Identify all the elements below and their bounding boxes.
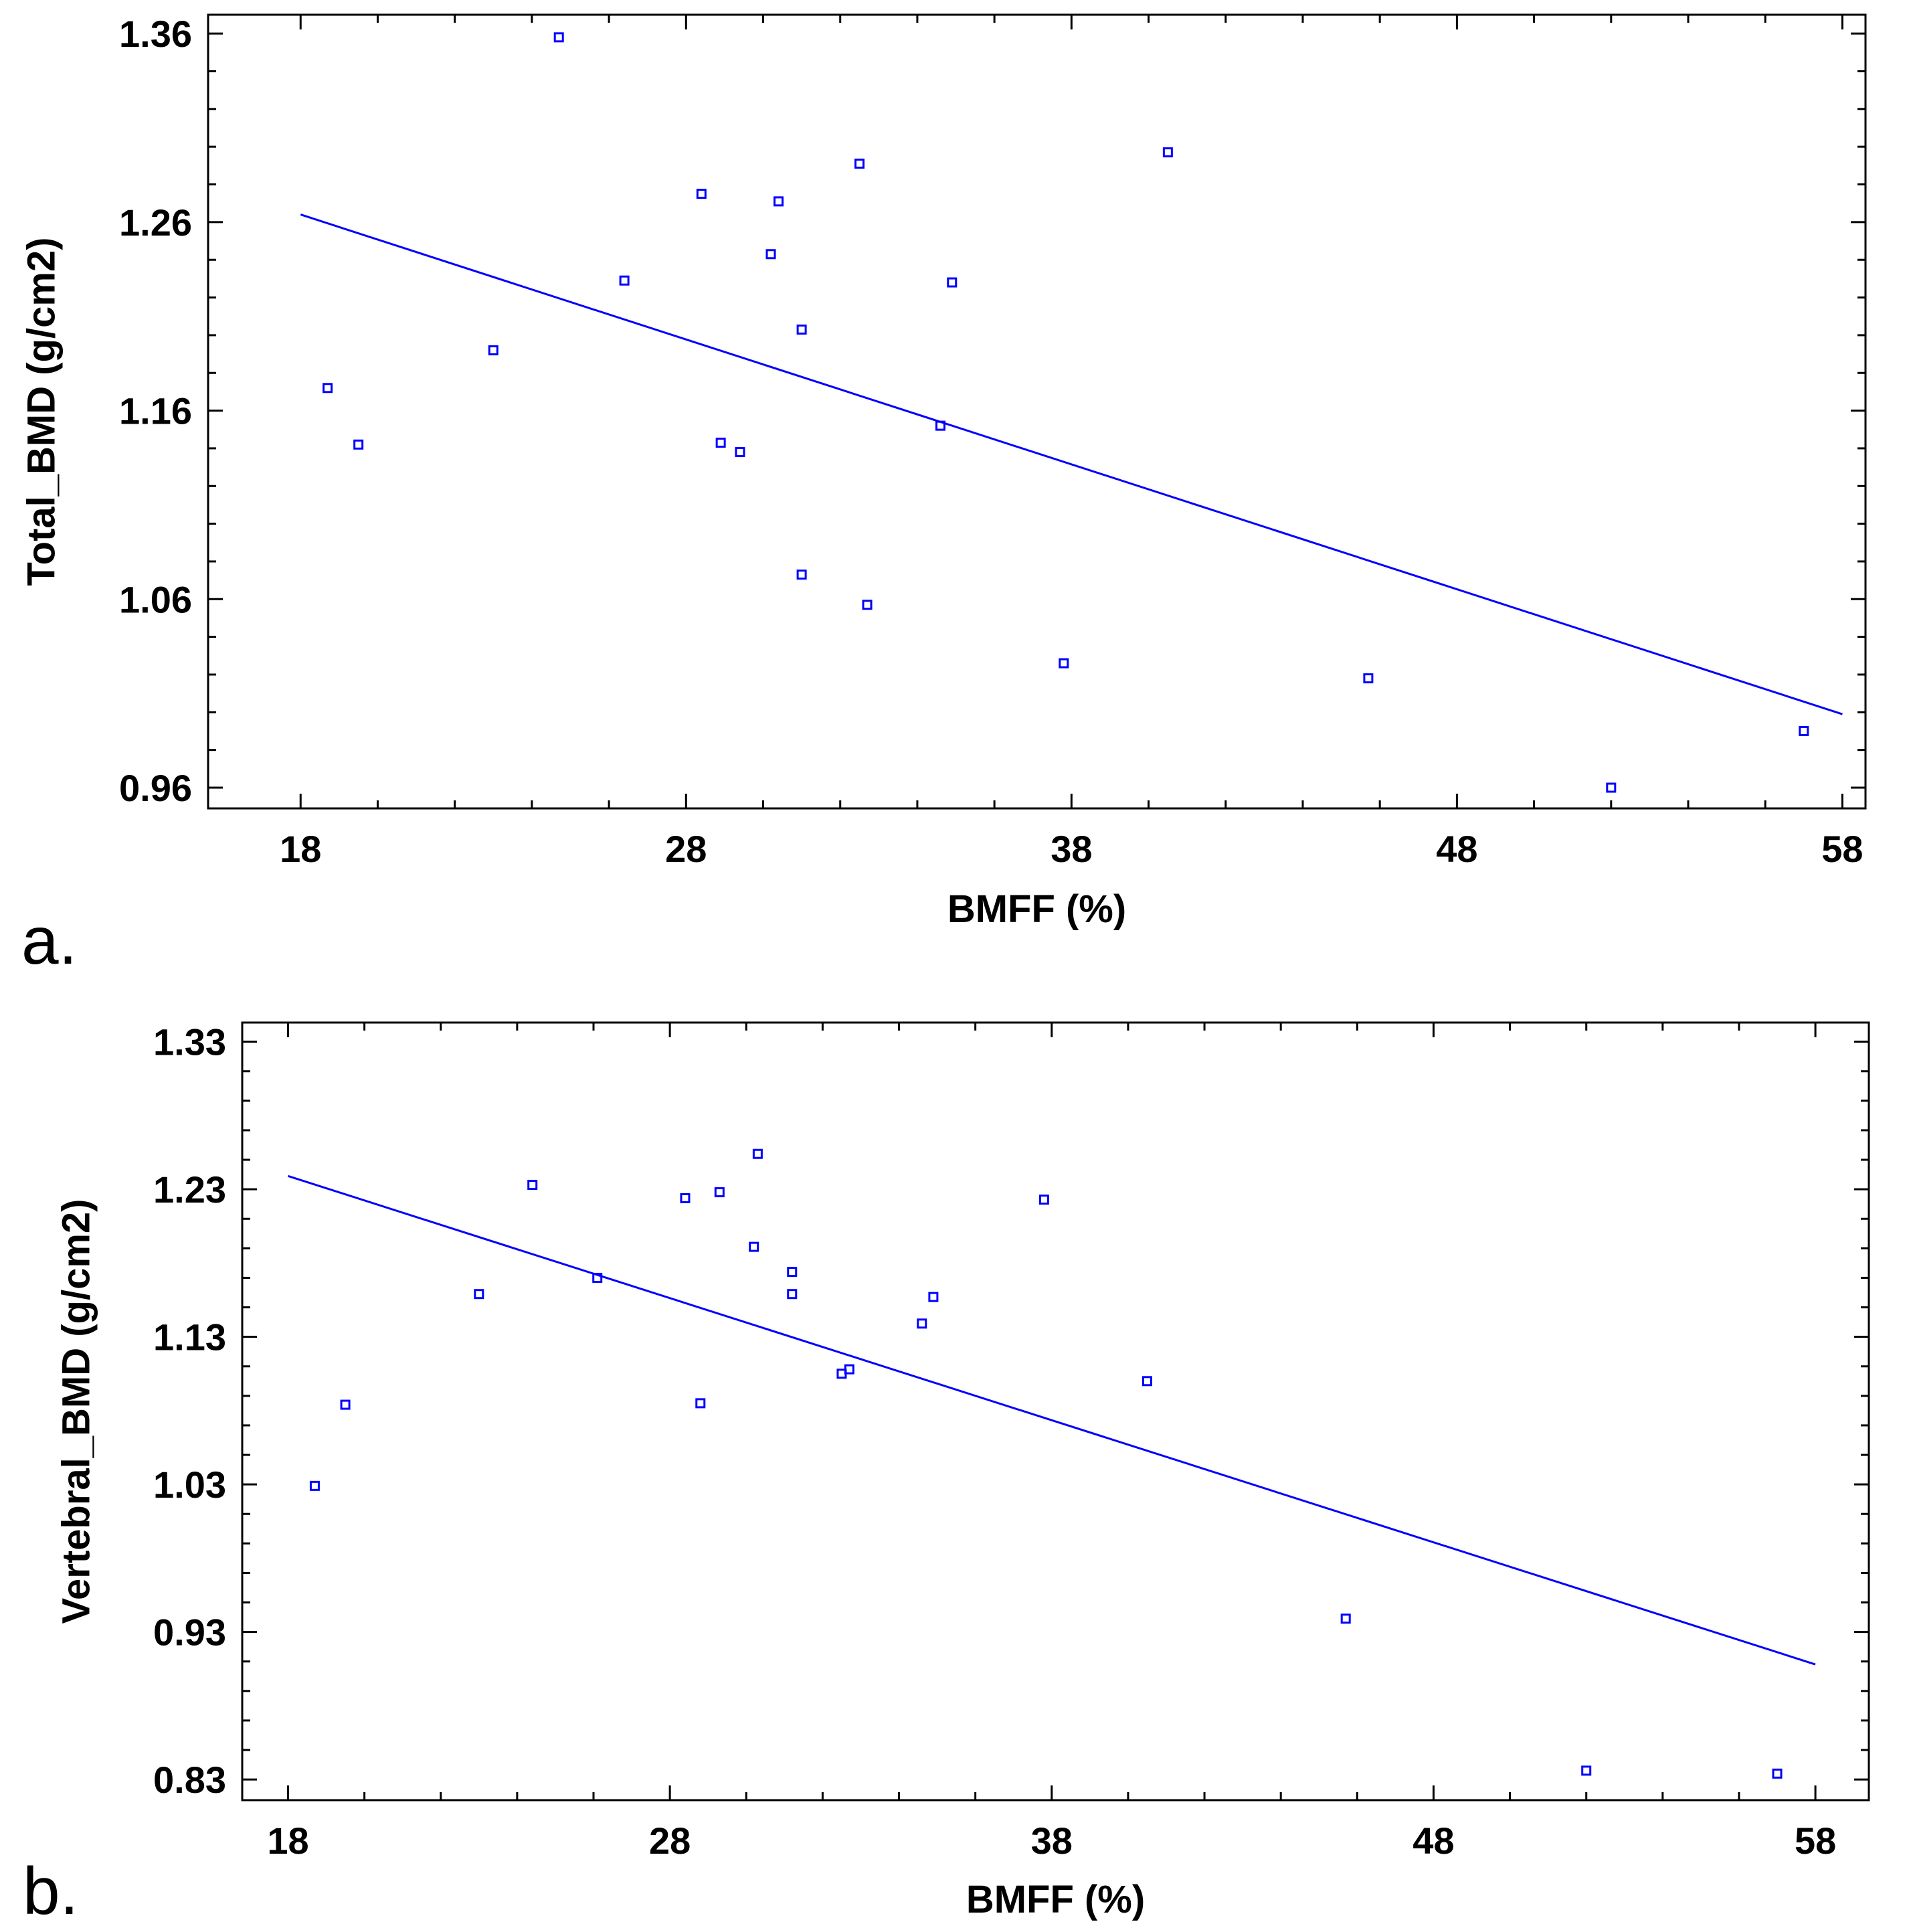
data-point [696, 189, 707, 199]
x-axis-title: BMFF (%) [947, 887, 1126, 931]
data-point [796, 569, 807, 580]
data-point [787, 1267, 798, 1278]
data-point [854, 159, 865, 169]
x-tick-label: 48 [1413, 1820, 1454, 1862]
x-axis-title: BMFF (%) [966, 1878, 1145, 1921]
data-point [1799, 725, 1809, 736]
data-point [735, 447, 745, 458]
data-point [862, 600, 873, 610]
data-points [323, 32, 1809, 793]
data-point [1059, 658, 1069, 669]
regression-line [288, 1174, 1816, 1666]
data-point [715, 437, 726, 448]
data-point [353, 439, 364, 450]
data-point [935, 420, 945, 431]
data-point [695, 1398, 706, 1409]
data-point [1581, 1765, 1592, 1776]
data-point [917, 1318, 927, 1329]
data-point [340, 1399, 351, 1410]
data-point [765, 249, 776, 260]
y-tick-label: 0.96 [119, 767, 192, 809]
axis-tick-labels: 18 28 38 48 58 0.96 1.06 1.16 1.26 1.36 [119, 13, 1863, 870]
y-tick-label: 1.26 [119, 201, 192, 244]
axis-tick-labels: 18 28 38 48 58 0.83 0.93 1.03 1.13 1.23 1.33 [153, 1021, 1836, 1862]
y-tick-label: 1.16 [119, 390, 192, 432]
x-tick-label: 58 [1795, 1820, 1836, 1862]
data-point [323, 383, 333, 393]
data-point [1162, 147, 1173, 158]
y-axis-title: Total_BMD (g/cm2) [19, 238, 63, 586]
data-point [787, 1289, 798, 1300]
plot-frame [241, 1021, 1870, 1802]
x-tick-label: 28 [649, 1820, 691, 1862]
x-tick-label: 48 [1436, 828, 1477, 870]
data-point [796, 324, 807, 335]
data-point [619, 275, 630, 286]
y-tick-label: 1.06 [119, 578, 192, 620]
x-tick-label: 18 [280, 828, 321, 870]
data-point [1772, 1768, 1783, 1779]
y-tick-label: 0.83 [153, 1759, 226, 1801]
data-point [928, 1292, 939, 1302]
y-tick-label: 1.36 [119, 13, 192, 55]
data-point [1340, 1613, 1351, 1624]
y-tick-label: 1.23 [153, 1168, 226, 1211]
y-tick-label: 1.13 [153, 1316, 226, 1358]
x-tick-label: 38 [1031, 1820, 1073, 1862]
data-point [714, 1187, 725, 1198]
data-point [309, 1480, 320, 1491]
panel-label: b. [23, 1854, 78, 1929]
axis-ticks [208, 15, 1865, 808]
data-point [749, 1241, 759, 1252]
data-point [474, 1289, 484, 1300]
data-point [774, 196, 784, 207]
data-points [309, 1148, 1783, 1779]
data-point [1142, 1376, 1152, 1387]
data-point [1363, 673, 1374, 684]
axis-ticks [242, 1023, 1869, 1800]
data-point [592, 1272, 603, 1283]
data-point [488, 345, 498, 355]
panel-label: a. [21, 903, 77, 978]
x-tick-label: 28 [665, 828, 707, 870]
y-tick-label: 1.03 [153, 1464, 226, 1506]
y-tick-label: 1.33 [153, 1021, 226, 1063]
y-axis-title: Vertebral_BMD (g/cm2) [54, 1199, 98, 1624]
data-point [1606, 782, 1617, 793]
regression-line [300, 213, 1843, 715]
x-tick-label: 58 [1821, 828, 1863, 870]
data-point [553, 32, 564, 43]
data-point [947, 277, 958, 288]
y-tick-label: 0.93 [153, 1611, 226, 1654]
data-point [844, 1364, 854, 1375]
data-point [752, 1148, 763, 1159]
data-point [527, 1180, 538, 1191]
x-tick-label: 38 [1051, 828, 1092, 870]
chart-panel-b: 18 28 38 48 58 0.83 0.93 1.03 1.13 1.23 1.33 BMFF … [23, 1021, 1870, 1929]
data-point [1038, 1195, 1049, 1205]
data-point [680, 1193, 691, 1203]
x-tick-label: 18 [267, 1820, 308, 1862]
chart-panel-a: 18 28 38 48 580.961.061.161.261.36 BMFF (%) … [19, 13, 1867, 978]
